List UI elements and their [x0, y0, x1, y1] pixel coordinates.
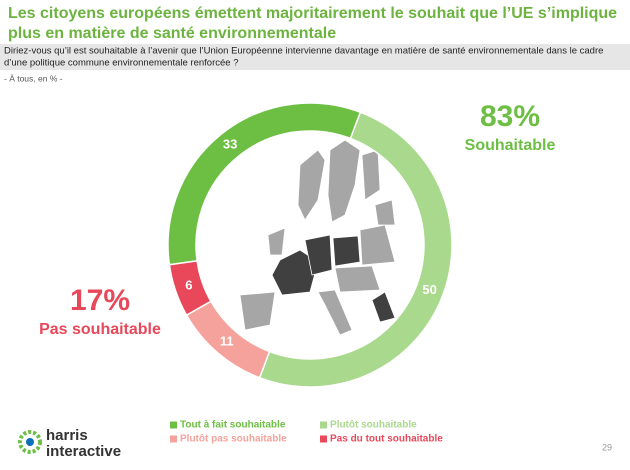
subtitle: - À tous, en % -	[4, 73, 63, 83]
question-line: Diriez-vous qu’il est souhaitable à l’av…	[4, 46, 603, 57]
legend-label: Tout à fait souhaitable	[180, 420, 286, 431]
donut-segment	[168, 260, 212, 317]
question-band	[0, 44, 630, 70]
page-number: 29	[602, 442, 612, 452]
legend-swatch	[320, 421, 327, 429]
annotation-value: 17%	[70, 284, 130, 317]
value-label: 6	[185, 278, 192, 293]
logo-text: interactive	[46, 443, 121, 460]
title-line: Les citoyens européens émettent majorita…	[8, 5, 617, 22]
annotation-label: Pas souhaitable	[39, 321, 161, 338]
annotation-label: Souhaitable	[465, 137, 556, 154]
legend-label: Plutôt pas souhaitable	[180, 434, 287, 445]
logo-text: harris	[46, 427, 88, 444]
value-label: 33	[223, 136, 237, 151]
value-label: 50	[422, 282, 436, 297]
legend-label: Plutôt souhaitable	[330, 420, 417, 431]
europe-map	[239, 139, 396, 336]
annotation-value: 83%	[480, 100, 540, 133]
legend-swatch	[320, 435, 327, 443]
value-label: 11	[220, 334, 234, 349]
legend-swatch	[170, 421, 177, 429]
title-line: plus en matière de santé environnemental…	[8, 25, 336, 42]
question-line: d’une politique commune environnementale…	[4, 58, 238, 69]
legend-label: Pas du tout souhaitable	[330, 434, 443, 445]
legend-swatch	[170, 435, 177, 443]
logo-mark	[18, 430, 42, 454]
